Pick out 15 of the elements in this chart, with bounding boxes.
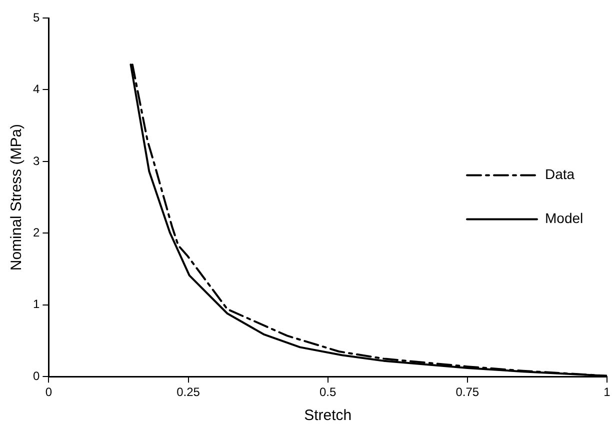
y-tick-label: 0 <box>32 368 40 383</box>
y-tick-label: 4 <box>32 82 40 96</box>
x-tick-label: 0.75 <box>456 385 480 400</box>
x-tick-label: 0 <box>45 385 52 400</box>
legend-label: Model <box>545 210 584 226</box>
y-tick-label: 3 <box>32 154 40 168</box>
legend-label: Data <box>545 166 575 182</box>
y-tick-label: 1 <box>32 297 40 312</box>
y-tick-label: 5 <box>32 10 40 24</box>
x-tick-label: 0.25 <box>176 385 200 400</box>
x-tick-label: 1 <box>604 385 611 400</box>
x-axis-title: Stretch <box>304 407 352 424</box>
x-tick-label: 0.5 <box>319 385 336 400</box>
y-tick-label: 2 <box>32 225 40 240</box>
y-axis-title: Nominal Stress (MPa) <box>8 124 26 271</box>
